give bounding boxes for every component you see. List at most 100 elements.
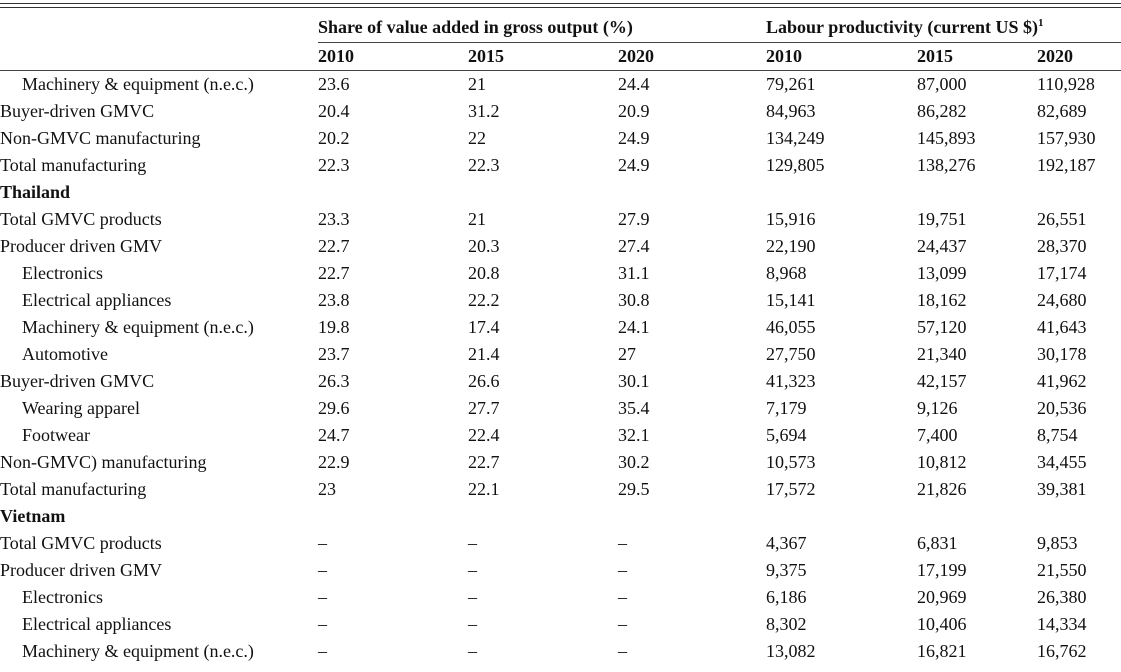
table-body: Machinery & equipment (n.e.c.) 23.6 21 24.4… [0,71,1121,666]
table-cell: 134,249 [766,128,825,148]
table-row: Machinery & equipment (n.e.c.) – – – 13,082 1… [0,638,1121,665]
table-cell: 82,689 [1037,101,1087,121]
table-cell: 46,055 [766,317,816,337]
table-cell: 145,893 [917,128,976,148]
table-cell: 22 [468,128,486,148]
table-cell [318,503,468,530]
table-row: Machinery & equipment (n.e.c.) 23.6 21 24.4… [0,71,1121,99]
table-cell: 19.8 [318,317,350,337]
table-cell: 8,302 [766,614,807,634]
row-label: Automotive [22,344,108,364]
table-cell: 24.7 [318,425,350,445]
table-cell: 27.9 [618,209,650,229]
table-cell: 24,680 [1037,290,1087,310]
table-row: Non-GMVC) manufacturing 22.9 22.7 30.2 10,57… [0,449,1121,476]
table-cell: 15,141 [766,290,816,310]
table-cell: 30,178 [1037,344,1087,364]
table-cell: 23.8 [318,290,350,310]
table-row: Electronics – – – 6,186 20,969 26,380 [0,584,1121,611]
table-cell: 6,186 [766,587,807,607]
row-label: Footwear [22,425,90,445]
table-cell: 22,190 [766,236,816,256]
table-cell: 192,187 [1037,155,1096,175]
header-blank [0,12,318,43]
row-label: Non-GMVC) manufacturing [0,452,207,472]
table-cell: 22.3 [468,155,500,175]
table-cell: 27 [618,344,636,364]
table-row: Automotive 23.7 21.4 27 27,750 21,340 30,178 [0,341,1121,368]
table-cell: 26.3 [318,371,350,391]
table-cell: 26.6 [468,371,500,391]
table-row: Total GMVC products 23.3 21 27.9 15,916 19,75… [0,206,1121,233]
table-cell: 4,367 [766,533,807,553]
table-cell: 10,406 [917,614,967,634]
table-row: Total manufacturing 23 22.1 29.5 17,572 21,82… [0,476,1121,503]
table-cell: 21 [468,74,486,94]
table-cell: 14,334 [1037,614,1087,634]
table-cell: 22.7 [318,263,350,283]
table-cell: 84,963 [766,101,816,121]
table-cell: 41,643 [1037,317,1087,337]
table-cell: – [468,614,477,634]
table-cell: 57,120 [917,317,967,337]
table-cell: – [618,641,627,661]
table-row: Electrical appliances – – – 8,302 10,406 14,33… [0,611,1121,638]
table-cell: – [318,560,327,580]
table-cell: – [318,641,327,661]
table-row: Machinery & equipment (n.e.c.) 19.8 17.4 24… [0,314,1121,341]
table-cell: 9,375 [766,560,807,580]
table-cell: 9,853 [1037,533,1078,553]
table-cell: 79,261 [766,74,816,94]
table-cell: 24.9 [618,155,650,175]
table-cell: 10,812 [917,452,967,472]
row-label: Machinery & equipment (n.e.c.) [22,317,254,337]
country-label: Thailand [0,182,71,202]
table-cell: 30.2 [618,452,650,472]
row-label: Producer driven GMV [0,560,162,580]
table-cell: 20.3 [468,236,500,256]
row-label: Total manufacturing [0,479,147,499]
table-cell: 27.4 [618,236,650,256]
table-cell: 87,000 [917,74,967,94]
country-row: Thailand [0,179,1121,206]
table-cell: 21.4 [468,344,500,364]
table-cell: 35.4 [618,398,650,418]
table-cell: 22.9 [318,452,350,472]
table-cell [1037,503,1121,530]
table-cell: – [468,587,477,607]
table-cell: – [468,533,477,553]
table-cell: 23.6 [318,74,350,94]
table-cell: 21,826 [917,479,967,499]
year-header: 2015 [468,42,618,71]
share-group-header: Share of value added in gross output (%) [318,12,767,43]
table-cell: 23 [318,479,336,499]
table-cell: 86,282 [917,101,967,121]
table-row: Producer driven GMV – – – 9,375 17,199 21,550 [0,557,1121,584]
table-cell [766,503,917,530]
table-cell: – [318,587,327,607]
table-cell: 17,572 [766,479,816,499]
table-cell: 22.7 [468,452,500,472]
table-cell: 27,750 [766,344,816,364]
table-cell: – [318,533,327,553]
table-cell: 138,276 [917,155,976,175]
table-cell: 31.1 [618,263,650,283]
table-row: Non-GMVC manufacturing 20.2 22 24.9 134,249 1… [0,125,1121,152]
row-label: Producer driven GMV [0,236,162,256]
table-cell: 18,162 [917,290,967,310]
labour-group-header: Labour productivity (current US $)1 [766,12,1121,43]
year-header-blank [0,42,318,71]
table-row: Wearing apparel 29.6 27.7 35.4 7,179 9,126 20,… [0,395,1121,422]
table-cell [618,503,766,530]
table-cell: 22.2 [468,290,500,310]
table-cell: 5,694 [766,425,807,445]
table-row: Total GMVC products – – – 4,367 6,831 9,853 [0,530,1121,557]
top-rule-double [0,7,1121,8]
table-row: Footwear 24.7 22.4 32.1 5,694 7,400 8,754 [0,422,1121,449]
table-cell: 17,199 [917,560,967,580]
table-row: Total manufacturing 22.3 22.3 24.9 129,805 13… [0,152,1121,179]
top-rule [0,3,1121,4]
table-row: Electronics 22.7 20.8 31.1 8,968 13,099 17,174 [0,260,1121,287]
table-cell: 110,928 [1037,74,1095,94]
table-cell: 20.9 [618,101,650,121]
